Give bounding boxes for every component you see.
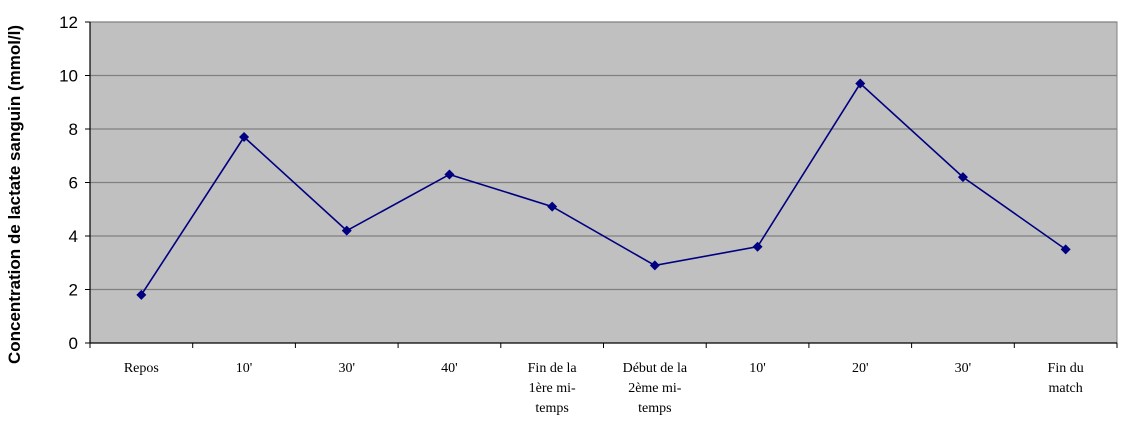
y-axis-label: Concentration de lactate sanguin (mmol/l… xyxy=(5,25,24,364)
x-axis-ticks: Repos 10' 30' 40' Fin de la 1ère mi-temps Débu… xyxy=(89,343,1118,416)
x-tick-label: Début de la 2ème mi-temps xyxy=(623,361,688,416)
gridlines xyxy=(90,21,1117,291)
y-tick-label: 4 xyxy=(69,227,78,246)
data-point xyxy=(341,225,352,236)
x-tick-label: 20' xyxy=(852,361,869,376)
data-point xyxy=(752,241,763,252)
data-point xyxy=(1060,244,1071,255)
series-line xyxy=(140,82,1067,296)
x-tick-label: 10' xyxy=(236,361,253,376)
y-tick-label: 6 xyxy=(69,174,78,193)
x-tick-label: Fin de la 1ère mi-temps xyxy=(528,361,578,416)
x-tick-label: 40' xyxy=(441,361,458,376)
y-axis-ticks: 0 2 4 6 8 10 12 xyxy=(59,13,90,353)
y-tick-label: 8 xyxy=(69,120,78,139)
y-tick-label: 12 xyxy=(59,13,78,32)
series xyxy=(136,78,1071,300)
data-point xyxy=(444,169,455,180)
y-tick-label: 2 xyxy=(69,281,78,300)
x-tick-label: 30' xyxy=(338,361,355,376)
y-tick-label: 10 xyxy=(59,67,78,86)
x-tick-label: 10' xyxy=(749,361,766,376)
x-tick-label: Repos xyxy=(124,361,159,376)
data-point xyxy=(547,201,558,212)
x-tick-label: Fin du match xyxy=(1048,361,1084,396)
data-point xyxy=(136,289,147,300)
data-point xyxy=(239,132,250,143)
data-point xyxy=(957,172,968,183)
x-tick-label: 30' xyxy=(955,361,972,376)
data-point xyxy=(855,78,866,89)
y-tick-label: 0 xyxy=(69,334,78,353)
data-point xyxy=(649,260,660,271)
